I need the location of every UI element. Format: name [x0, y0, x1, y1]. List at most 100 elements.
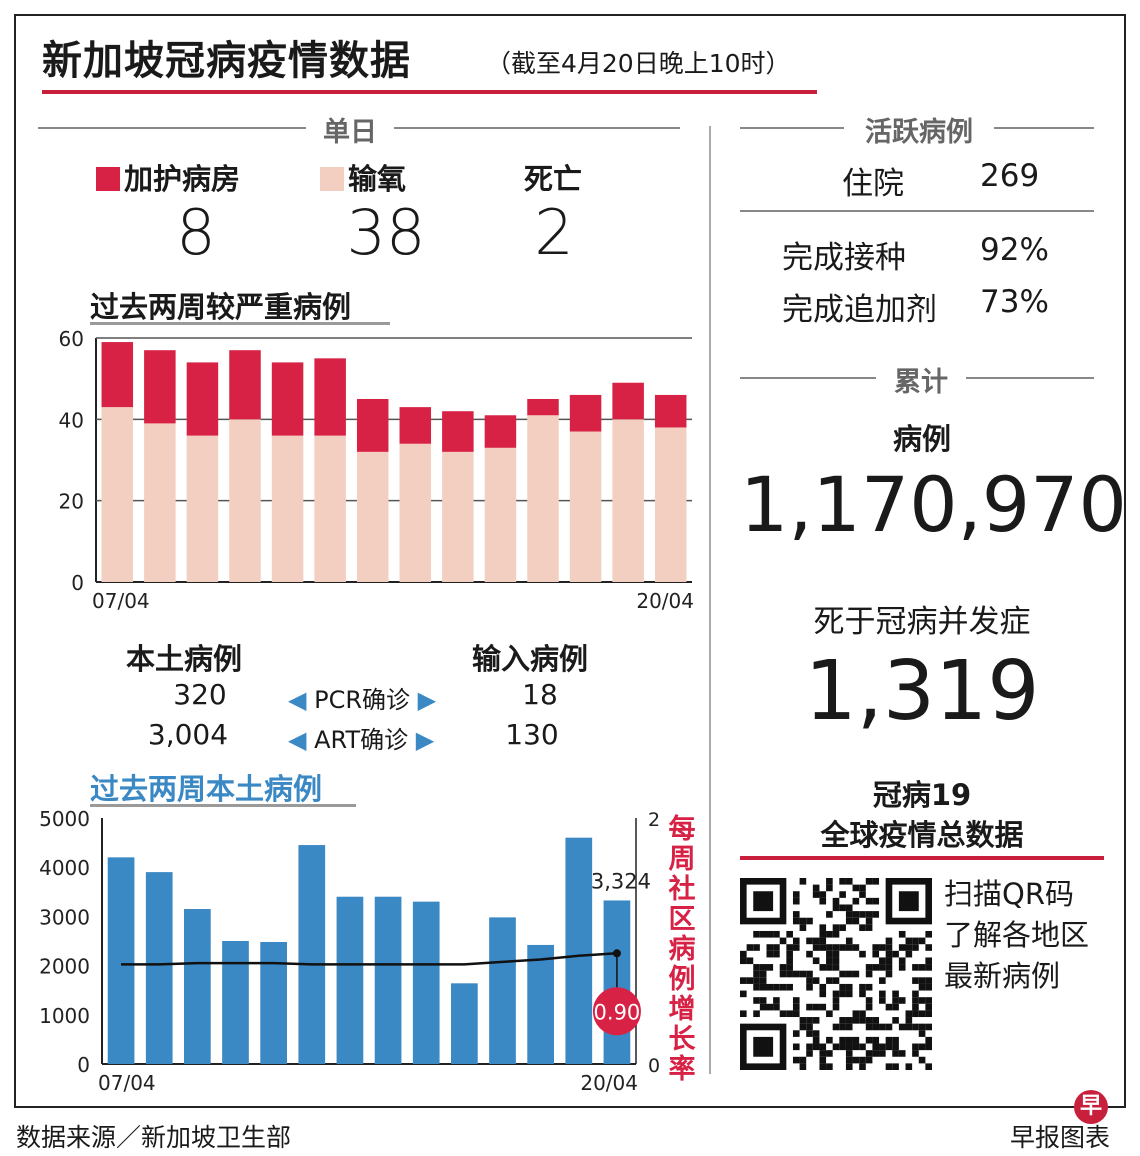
- x-start-label: 07/04: [92, 589, 150, 613]
- qr-module: [799, 970, 807, 978]
- icu-bar: [484, 415, 517, 448]
- qr-module: [832, 944, 840, 951]
- qr-module: [845, 990, 853, 998]
- qr-module: [912, 1050, 919, 1057]
- qr-module: [885, 950, 893, 958]
- qr-module: [812, 977, 820, 984]
- qr-module: [839, 1017, 846, 1024]
- qr-module: [773, 944, 780, 951]
- infographic-frame: [14, 14, 1126, 1108]
- daily-rule-right: [394, 127, 680, 129]
- local-cases-bar: [222, 941, 249, 1064]
- qr-module: [865, 897, 873, 905]
- qr-module: [845, 904, 853, 912]
- subtitle: （截至4月20日晚上10时）: [486, 49, 791, 78]
- qr-module: [806, 1003, 813, 1011]
- qr-module: [898, 1023, 906, 1031]
- cumulative-rule-right: [966, 377, 1094, 379]
- qr-module: [879, 1023, 886, 1031]
- oxygen-bar: [569, 431, 602, 582]
- qr-module: [879, 1050, 886, 1057]
- local-cases-bar: [489, 917, 516, 1064]
- qr-module: [845, 944, 853, 951]
- qr-module: [925, 1063, 932, 1070]
- qr-module: [799, 1023, 807, 1031]
- qr-module: [852, 1036, 860, 1044]
- qr-module: [832, 964, 840, 971]
- qr-module: [918, 964, 926, 971]
- icu-bar: [356, 399, 389, 452]
- oxygen-value: 38: [346, 196, 426, 269]
- qr-module: [859, 884, 866, 892]
- column-divider: [709, 126, 711, 1074]
- qr-module: [918, 1010, 926, 1018]
- qr-module: [892, 1017, 899, 1024]
- qr-module: [766, 964, 774, 971]
- oxygen-bar: [527, 415, 559, 582]
- qr-module: [879, 990, 886, 998]
- qr-module: [753, 964, 760, 971]
- local-art-value: 3,004: [147, 718, 229, 751]
- qr-module: [865, 1017, 873, 1024]
- severe-chart-title: 过去两周较严重病例: [90, 284, 351, 326]
- qr-module: [845, 917, 853, 925]
- imported-art-value: 130: [505, 718, 559, 751]
- icu-bar: [399, 407, 432, 444]
- qr-module: [806, 1030, 813, 1037]
- local-title-rule: [90, 804, 356, 807]
- qr-module: [898, 997, 906, 1004]
- y-tick-label: 20: [59, 490, 84, 514]
- x-end-label: 20/04: [636, 589, 694, 613]
- qr-module: [898, 944, 906, 951]
- qr-module: [859, 1063, 866, 1070]
- booster-value: 73%: [980, 284, 1049, 320]
- qr-module: [799, 917, 807, 925]
- qr-module: [832, 977, 840, 984]
- qr-module: [859, 1056, 866, 1064]
- oxygen-bar: [144, 423, 176, 582]
- qr-module: [812, 944, 820, 951]
- qr-module: [746, 977, 754, 984]
- hospital-label: 住院: [842, 166, 904, 202]
- qr-module: [806, 970, 813, 978]
- severe-title-rule: [90, 322, 390, 325]
- qr-module: [839, 1023, 846, 1031]
- qr-module: [753, 944, 760, 951]
- severe-cases-chart: 0 20 40 60 07/04 20/04: [59, 327, 694, 613]
- qr-module: [879, 964, 886, 971]
- oxygen-bar: [271, 435, 304, 582]
- qr-module: [912, 1043, 919, 1051]
- qr-module: [852, 917, 860, 925]
- local-cases-bar: [565, 837, 593, 1064]
- qr-line3: 最新病例: [944, 959, 1061, 993]
- qr-module: [879, 957, 886, 965]
- local-cases-bar: [374, 896, 402, 1064]
- qr-module: [845, 1017, 853, 1024]
- qr-code-icon[interactable]: [740, 878, 932, 1070]
- qr-module: [746, 957, 754, 965]
- qr-module: [872, 878, 880, 885]
- qr-module: [799, 878, 807, 885]
- icu-bar: [527, 399, 559, 416]
- qr-module: [832, 990, 840, 998]
- qr-module: [839, 1036, 846, 1044]
- qr-module: [759, 970, 767, 978]
- local-cases-bar: [451, 983, 478, 1064]
- qr-module: [746, 944, 754, 951]
- qr-module: [898, 957, 906, 965]
- qr-module: [865, 1036, 873, 1044]
- growth-rate-point: [612, 949, 621, 958]
- qr-module: [925, 930, 932, 938]
- qr-finder-core: [753, 891, 774, 912]
- qr-module: [786, 970, 793, 978]
- qr-module: [826, 884, 833, 892]
- qr-module: [885, 944, 893, 951]
- qr-module: [885, 1043, 893, 1051]
- qr-module: [819, 891, 827, 898]
- qr-module: [852, 911, 860, 918]
- qr-module: [812, 891, 820, 898]
- qr-module: [925, 1023, 932, 1031]
- qr-module: [819, 990, 827, 998]
- qr-module: [885, 1023, 893, 1031]
- icu-bar: [229, 350, 261, 420]
